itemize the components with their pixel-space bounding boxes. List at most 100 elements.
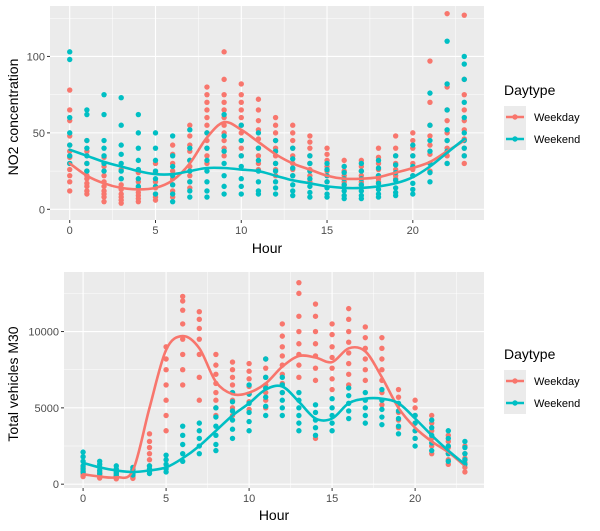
data-point-weekend	[204, 179, 210, 185]
data-point-weekday	[221, 137, 227, 144]
data-point-weekend	[246, 418, 252, 425]
data-point-weekday	[296, 313, 302, 319]
data-point-weekend	[307, 194, 313, 200]
data-point-weekend	[375, 180, 382, 187]
data-point-weekend	[296, 428, 302, 434]
data-point-weekend	[272, 168, 279, 174]
data-point-weekday	[329, 365, 335, 371]
data-point-weekday	[375, 145, 382, 151]
data-point-weekend	[379, 421, 385, 428]
data-point-weekend	[296, 420, 302, 426]
data-point-weekend	[444, 81, 450, 87]
data-point-weekday	[461, 12, 467, 18]
data-point-weekend	[238, 163, 244, 170]
data-point-weekend	[290, 188, 296, 194]
data-point-weekend	[246, 428, 252, 434]
data-point-weekday	[196, 325, 202, 332]
x-tick-label: 20	[407, 225, 419, 237]
data-point-weekday	[179, 382, 186, 388]
data-point-weekday	[152, 197, 159, 203]
data-point-weekday	[410, 137, 416, 144]
data-point-weekend	[392, 192, 399, 199]
data-point-weekday	[221, 107, 227, 113]
x-tick-label: 0	[80, 493, 86, 505]
data-point-weekend	[290, 145, 296, 151]
data-point-weekday	[146, 457, 153, 463]
data-point-weekday	[329, 321, 335, 327]
data-point-weekend	[169, 182, 176, 188]
legend-key-point	[512, 378, 518, 384]
data-point-weekday	[290, 130, 296, 136]
data-point-weekend	[246, 382, 252, 388]
data-point-weekday	[312, 365, 319, 371]
data-point-weekend	[163, 469, 169, 475]
x-tick-label: 5	[152, 225, 158, 237]
data-point-weekend	[221, 191, 227, 197]
data-point-weekday	[163, 382, 169, 388]
data-point-weekend	[444, 127, 450, 133]
data-point-weekend	[118, 142, 124, 148]
data-point-weekday	[312, 328, 319, 335]
data-point-weekday	[238, 114, 244, 121]
data-point-weekday	[67, 107, 73, 113]
data-point-weekday	[346, 328, 352, 335]
data-point-weekend	[392, 153, 399, 159]
data-point-weekend	[152, 168, 159, 174]
data-point-weekend	[329, 428, 335, 434]
data-point-weekend	[204, 168, 210, 174]
data-point-weekend	[84, 137, 90, 144]
legend: Daytype Weekday Weekend	[504, 346, 580, 414]
data-point-weekend	[279, 397, 286, 403]
data-point-weekday	[362, 324, 369, 330]
data-point-weekend	[262, 394, 269, 400]
data-point-weekend	[427, 179, 433, 185]
data-point-weekday	[312, 313, 319, 319]
data-point-weekend	[429, 417, 435, 423]
data-point-weekday	[329, 386, 335, 393]
data-point-weekday	[362, 366, 369, 373]
data-point-weekday	[379, 356, 385, 362]
data-point-weekend	[196, 428, 202, 434]
data-point-weekday	[146, 450, 153, 457]
data-point-weekend	[135, 145, 142, 151]
data-point-weekday	[346, 350, 352, 356]
data-point-weekday	[221, 153, 227, 159]
data-point-weekend	[187, 145, 193, 151]
data-point-weekday	[246, 376, 252, 382]
data-point-weekday	[395, 394, 402, 400]
data-point-weekday	[461, 107, 467, 113]
data-point-weekday	[329, 344, 335, 350]
data-point-weekday	[272, 130, 279, 136]
data-point-weekend	[67, 142, 73, 148]
data-point-weekday	[444, 10, 450, 17]
data-point-weekday	[179, 336, 186, 342]
data-point-weekend	[84, 160, 90, 167]
data-point-weekend	[462, 438, 468, 445]
data-point-weekend	[412, 443, 418, 449]
data-point-weekday	[238, 107, 244, 113]
chart-panel-1: 0 5 10 15 20 0 50 100 Hour NO2 concentration Dayty…	[5, 6, 580, 256]
data-point-weekend	[461, 153, 467, 159]
data-point-weekday	[329, 376, 335, 382]
data-point-weekend	[341, 188, 347, 194]
legend: Daytype Weekday Weekend	[504, 82, 580, 150]
data-point-weekday	[272, 114, 279, 121]
data-point-weekend	[445, 458, 452, 464]
data-point-weekend	[375, 194, 382, 200]
data-point-weekend	[213, 441, 219, 448]
data-point-weekend	[213, 432, 219, 439]
data-point-weekend	[341, 195, 347, 202]
data-point-weekday	[118, 182, 124, 188]
data-point-weekday	[279, 321, 286, 327]
data-point-weekday	[179, 298, 186, 304]
data-point-weekend	[461, 76, 467, 83]
data-point-weekday	[312, 377, 319, 384]
data-point-weekend	[362, 405, 369, 411]
data-point-weekend	[213, 423, 219, 429]
legend-label-weekend: Weekend	[534, 398, 580, 410]
data-point-weekend	[67, 153, 73, 159]
y-tick-label: 10000	[28, 327, 59, 339]
data-point-weekend	[324, 160, 330, 167]
data-point-weekday	[238, 99, 244, 106]
data-point-weekday	[427, 99, 433, 106]
